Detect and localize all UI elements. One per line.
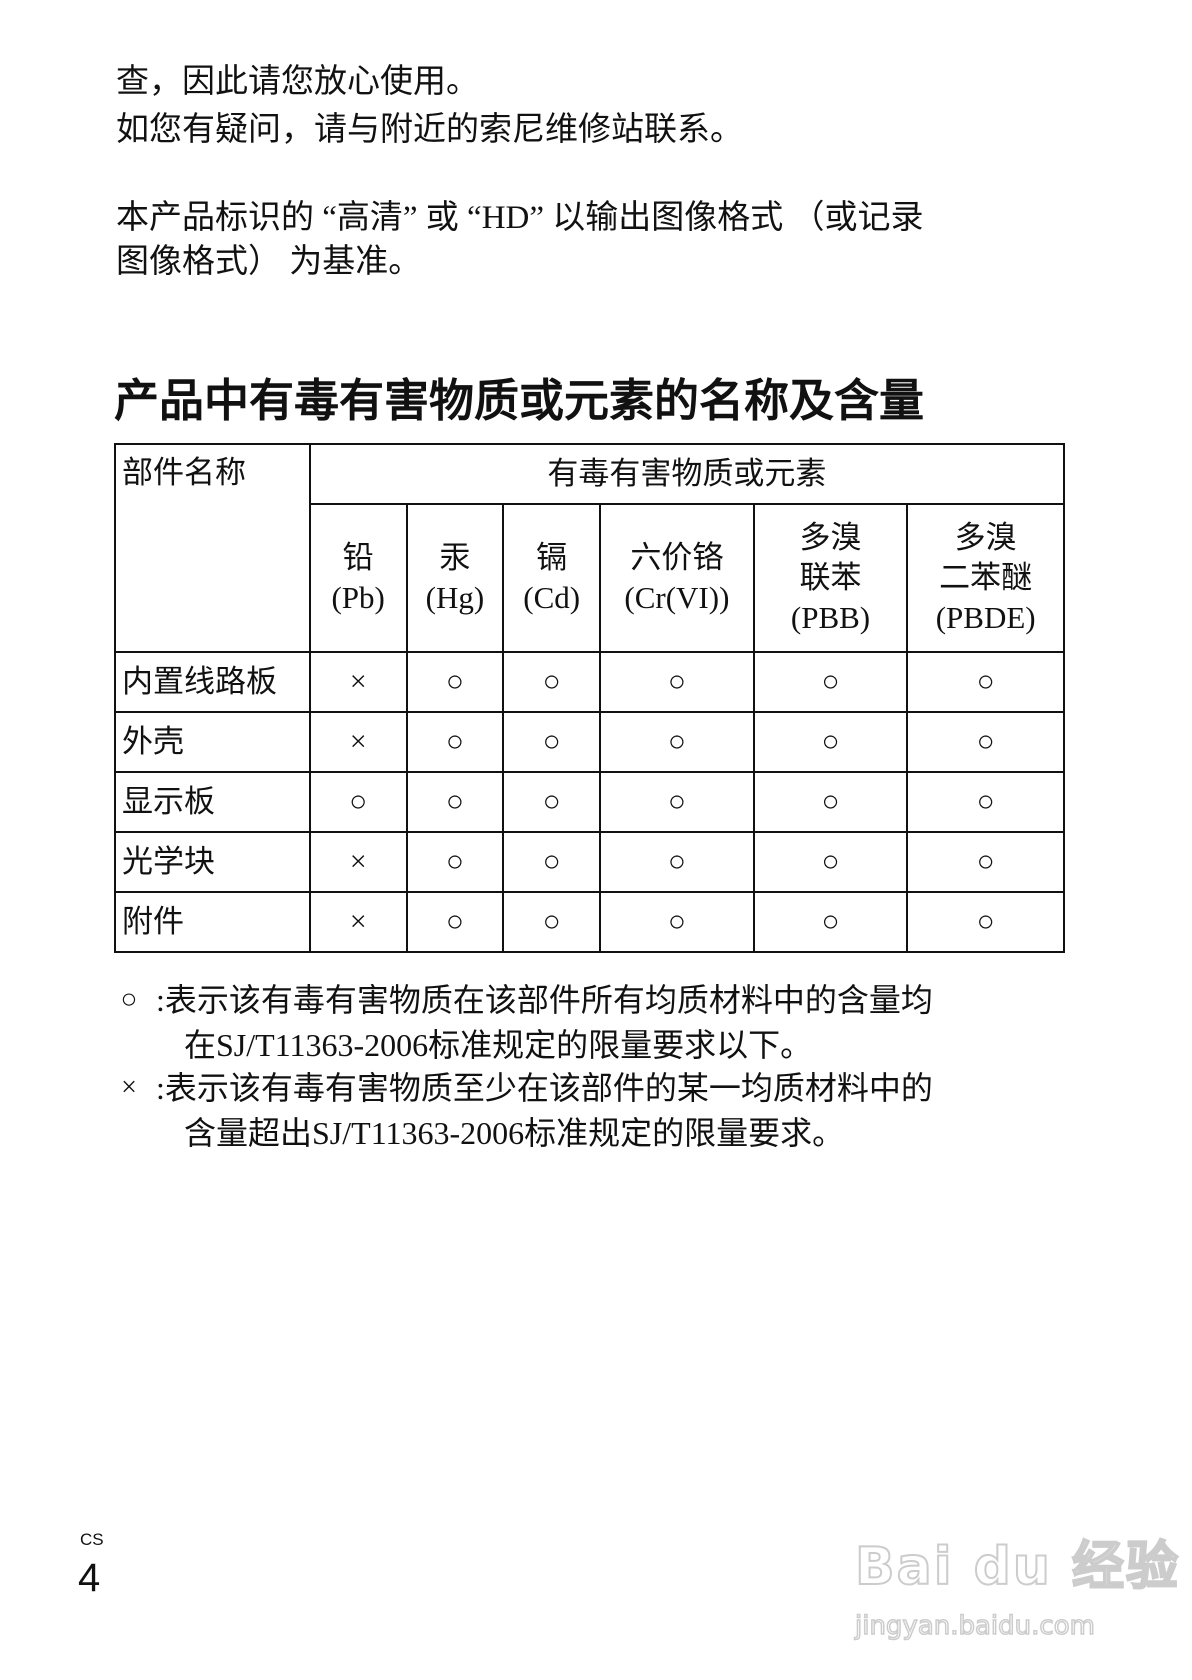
substance-name: 多溴 <box>954 520 1017 555</box>
intro-line: 图像格式） 为基准。 <box>116 244 422 280</box>
substance-column-header: 六价铬 (Cr(VI)) <box>599 503 755 653</box>
compliance-mark: ○ <box>752 711 909 773</box>
compliance-mark: × <box>308 711 408 773</box>
compliance-mark: × <box>308 891 408 953</box>
substance-name: 六价铬 <box>630 540 724 575</box>
table-row: 附件 × ○ ○ ○ ○ ○ <box>114 891 1065 953</box>
note-text: :表示该有毒有害物质至少在该部件的某一均质材料中的 <box>156 1070 933 1106</box>
substance-name: 铅 <box>342 540 374 575</box>
compliance-mark: ○ <box>599 651 755 713</box>
compliance-mark: ○ <box>502 771 602 833</box>
substance-symbol: (Pb) <box>331 580 385 615</box>
compliance-mark: ○ <box>405 771 505 833</box>
compliance-mark: ○ <box>502 651 602 713</box>
circle-symbol: ○ <box>120 984 138 1015</box>
compliance-mark: ○ <box>308 771 408 833</box>
compliance-mark: ○ <box>599 771 755 833</box>
compliance-mark: ○ <box>906 891 1065 953</box>
compliance-mark: × <box>308 831 408 893</box>
compliance-mark: ○ <box>906 711 1065 773</box>
part-name: 显示板 <box>114 771 311 833</box>
substance-group-header: 有毒有害物质或元素 <box>308 443 1066 505</box>
part-name-header: 部件名称 <box>114 443 311 653</box>
compliance-mark: ○ <box>405 831 505 893</box>
compliance-mark: ○ <box>405 651 505 713</box>
table-row: 外壳 × ○ ○ ○ ○ ○ <box>114 711 1065 773</box>
hazardous-substances-table: 部件名称 有毒有害物质或元素 铅 (Pb) 汞 (Hg) 镉 (Cd) 六价铬 (Cr(VI)… <box>114 443 1066 953</box>
compliance-mark: ○ <box>405 711 505 773</box>
substance-column-header: 铅 (Pb) <box>308 503 408 653</box>
substance-symbol: (Cr(VI)) <box>624 580 730 615</box>
compliance-mark: ○ <box>502 711 602 773</box>
substance-sub: 二苯醚 <box>939 560 1033 595</box>
substance-name: 镉 <box>536 540 568 575</box>
page-language: CS <box>80 1530 104 1549</box>
baidu-watermark: Bai du 经验 jingyan.baidu.com <box>854 1500 1179 1660</box>
page-number: 4 <box>78 1556 101 1600</box>
section-title: 产品中有毒有害物质或元素的名称及含量 <box>114 374 925 427</box>
compliance-mark: ○ <box>752 651 909 713</box>
compliance-mark: × <box>308 651 408 713</box>
substance-symbol: (Hg) <box>425 580 485 615</box>
substance-name: 多溴 <box>799 520 862 555</box>
substance-symbol: (PBB) <box>790 600 871 635</box>
intro-line: 如您有疑问，请与附近的索尼维修站联系。 <box>116 112 743 148</box>
compliance-mark: ○ <box>906 651 1065 713</box>
intro-line: 查，因此请您放心使用。 <box>116 64 479 100</box>
note-text: :表示该有毒有害物质在该部件所有均质材料中的含量均 <box>156 982 933 1018</box>
part-name: 内置线路板 <box>114 651 311 713</box>
note-text: 在SJ/T11363-2006标准规定的限量要求以下。 <box>184 1027 813 1063</box>
substance-sub: 联苯 <box>799 560 862 595</box>
substance-column-header: 汞 (Hg) <box>405 503 505 653</box>
intro-line: 本产品标识的 “高清” 或 “HD” 以输出图像格式 （或记录 <box>116 200 924 236</box>
substance-column-header: 镉 (Cd) <box>502 503 602 653</box>
compliance-mark: ○ <box>405 891 505 953</box>
watermark-logo: Bai du 经验 <box>854 1536 1180 1598</box>
substance-name: 汞 <box>439 540 471 575</box>
substance-column-header: 多溴二苯醚 (PBDE) <box>906 503 1065 653</box>
cross-symbol: × <box>121 1072 137 1103</box>
compliance-mark: ○ <box>752 771 909 833</box>
substance-column-header: 多溴联苯 (PBB) <box>752 503 909 653</box>
compliance-mark: ○ <box>599 891 755 953</box>
substance-symbol: (PBDE) <box>935 600 1036 635</box>
compliance-mark: ○ <box>752 891 909 953</box>
note-text: 含量超出SJ/T11363-2006标准规定的限量要求。 <box>184 1115 845 1151</box>
watermark-url: jingyan.baidu.com <box>854 1610 1095 1642</box>
compliance-mark: ○ <box>599 711 755 773</box>
compliance-mark: ○ <box>502 891 602 953</box>
compliance-mark: ○ <box>906 771 1065 833</box>
compliance-mark: ○ <box>752 831 909 893</box>
table-row: 内置线路板 × ○ ○ ○ ○ ○ <box>114 651 1065 713</box>
table-row: 显示板 ○ ○ ○ ○ ○ ○ <box>114 771 1065 833</box>
compliance-mark: ○ <box>599 831 755 893</box>
compliance-mark: ○ <box>502 831 602 893</box>
substance-symbol: (Cd) <box>523 580 581 615</box>
part-name: 附件 <box>114 891 311 953</box>
part-name: 光学块 <box>114 831 311 893</box>
part-name: 外壳 <box>114 711 311 773</box>
table-row: 光学块 × ○ ○ ○ ○ ○ <box>114 831 1065 893</box>
compliance-mark: ○ <box>906 831 1065 893</box>
